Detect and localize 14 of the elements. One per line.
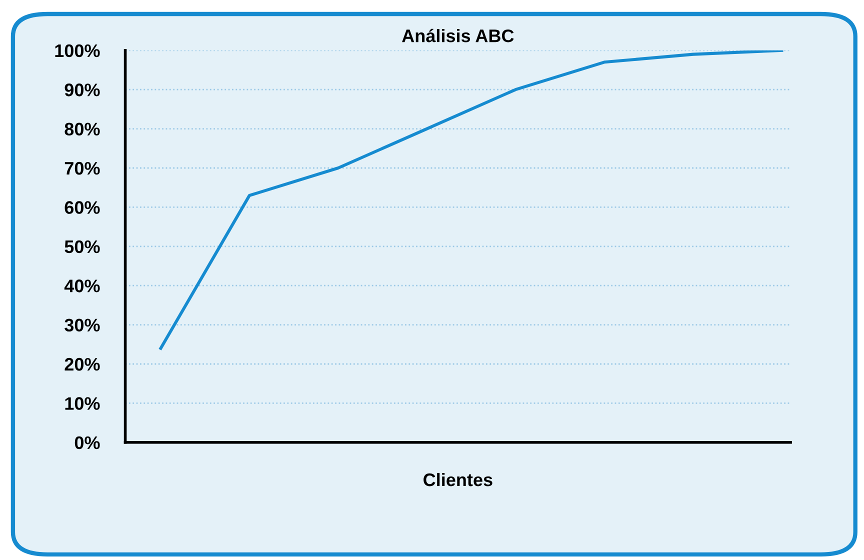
line-series — [159, 50, 784, 350]
y-tick-label: 100% — [55, 44, 100, 58]
y-tick-label: 20% — [64, 358, 100, 371]
chart-title: Análisis ABC — [402, 28, 514, 42]
y-tick-label: 10% — [65, 397, 100, 410]
y-tick-label: 80% — [64, 122, 100, 136]
y-tick-label: 40% — [64, 280, 100, 292]
y-tick-label: 90% — [64, 84, 100, 96]
y-tick-label: 0% — [74, 436, 100, 450]
y-tick-label: 50% — [64, 240, 100, 254]
y-tick-label: 30% — [64, 318, 100, 332]
y-tick-label: 60% — [64, 201, 100, 214]
x-axis-title: Clientes — [424, 472, 492, 486]
y-tick-label: 70% — [64, 162, 100, 175]
